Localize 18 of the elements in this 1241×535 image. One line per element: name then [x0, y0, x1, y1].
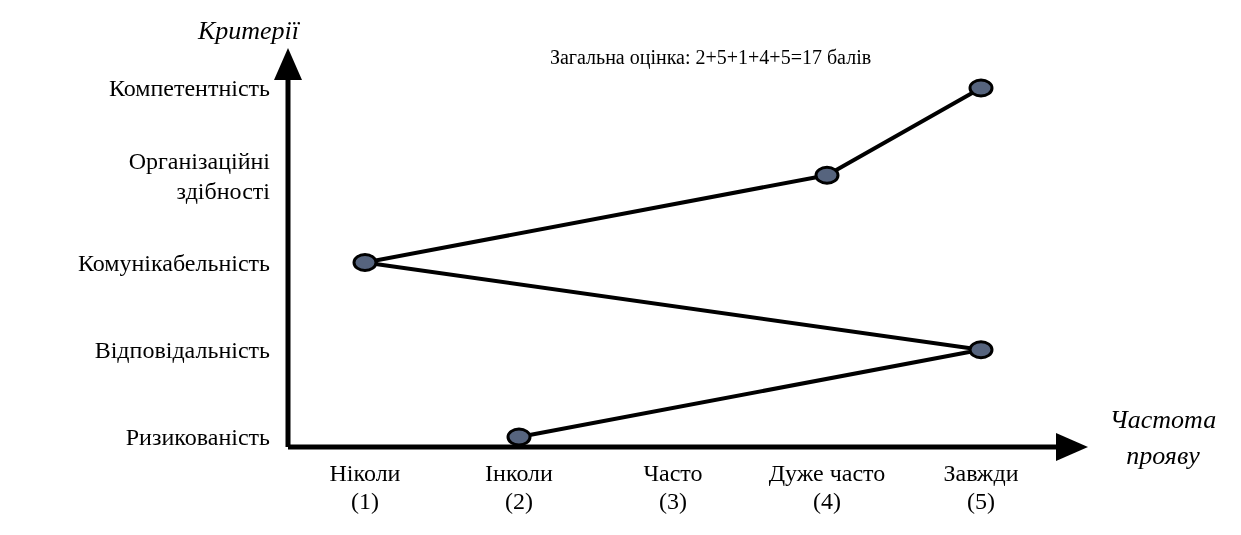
x-axis-title: Частота прояву	[1108, 404, 1218, 472]
y-tick-label: Ризикованість	[125, 424, 271, 450]
x-tick-label: Завжди (5)	[943, 460, 1019, 514]
y-axis-title: Критерії	[198, 16, 300, 46]
point	[814, 165, 840, 185]
y-tick-label: Комунікабельність	[77, 249, 271, 276]
point	[968, 78, 994, 98]
x-tick-label: Інколи (2)	[485, 460, 554, 514]
text: Загальна оцінка: 2+5+1+4+5=17 балів	[548, 46, 873, 69]
x-tick-label: Дуже часто (4)	[768, 460, 886, 514]
x-tick-label: Ніколи (1)	[329, 460, 401, 514]
y-tick-label: Організаційні здібності	[128, 148, 271, 205]
y-tick-label: Відповідальність	[94, 336, 271, 363]
x-tick-label: Часто (3)	[643, 460, 703, 514]
y-tick-label: Компетентність	[108, 75, 271, 101]
point	[506, 427, 532, 447]
point	[352, 253, 378, 272]
point	[968, 340, 994, 360]
